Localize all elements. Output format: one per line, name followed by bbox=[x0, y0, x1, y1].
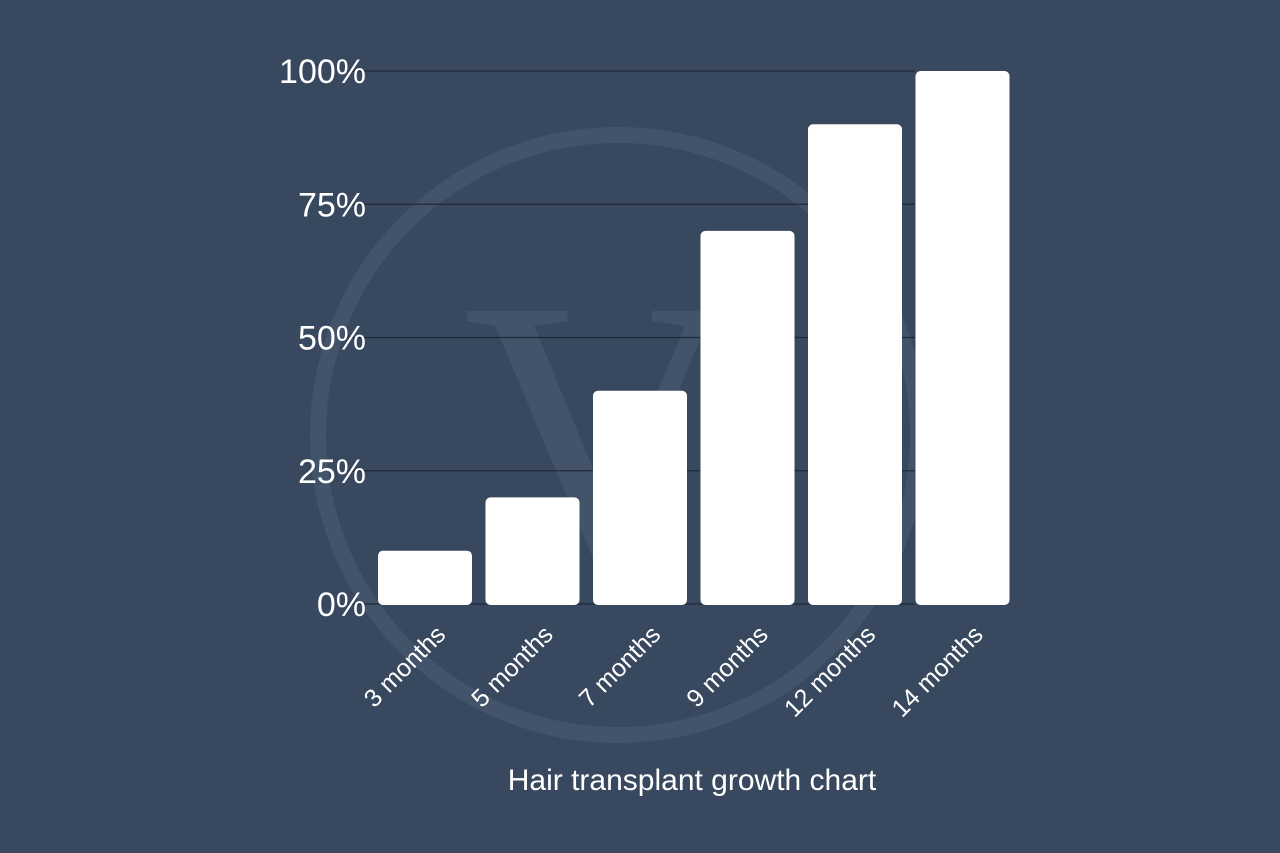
y-tick-label: 75% bbox=[298, 186, 366, 224]
y-tick-label: 50% bbox=[298, 320, 366, 358]
bar bbox=[915, 71, 1010, 605]
y-tick-label: 100% bbox=[279, 53, 366, 91]
chart-title: Hair transplant growth chart bbox=[508, 764, 877, 797]
bar bbox=[485, 497, 580, 605]
x-tick-label: 14 months bbox=[886, 620, 988, 722]
bars bbox=[378, 71, 1010, 606]
bar bbox=[593, 390, 687, 605]
bar bbox=[700, 230, 795, 605]
bar bbox=[378, 550, 472, 605]
bar bbox=[808, 124, 902, 606]
y-tick-label: 0% bbox=[317, 586, 366, 624]
y-axis-ticks: 0% 25% 50% 75% 100% bbox=[279, 53, 366, 624]
y-tick-label: 25% bbox=[298, 453, 366, 491]
